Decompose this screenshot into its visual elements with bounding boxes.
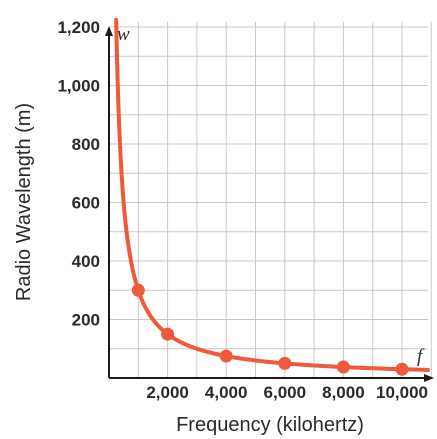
data-point: [131, 283, 145, 297]
data-point: [278, 356, 292, 370]
x-tick-label: 6,000: [264, 383, 307, 402]
y-tick-label: 600: [72, 194, 100, 213]
y-tick-labels: 200 400 600 800 1,000 1,200: [57, 18, 100, 330]
x-tick-label: 10,000: [376, 383, 428, 402]
x-tick-label: 2,000: [146, 383, 189, 402]
series-curve: [114, 17, 430, 372]
data-point: [219, 349, 233, 363]
data-point: [161, 327, 175, 341]
y-axis-title: Radio Wavelength (m): [13, 103, 35, 301]
y-tick-label: 400: [72, 252, 100, 271]
data-points: [131, 283, 409, 376]
axes: [105, 26, 434, 382]
y-tick-label: 1,200: [57, 18, 100, 37]
data-point: [395, 362, 409, 376]
y-axis-variable: w: [117, 24, 130, 45]
y-axis-arrow: [105, 26, 113, 36]
y-tick-label: 1,000: [57, 77, 100, 96]
grid: [109, 22, 432, 378]
data-point: [336, 360, 350, 374]
y-tick-label: 200: [72, 311, 100, 330]
x-tick-labels: 2,000 4,000 6,000 8,000 10,000: [146, 383, 428, 402]
x-axis-title: Frequency (kilohertz): [176, 414, 364, 436]
y-tick-label: 800: [72, 135, 100, 154]
x-tick-label: 4,000: [205, 383, 248, 402]
x-tick-label: 8,000: [322, 383, 365, 402]
x-axis-arrow: [424, 374, 434, 382]
x-axis-variable: f: [417, 346, 425, 367]
